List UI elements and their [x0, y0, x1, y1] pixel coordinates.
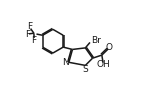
Text: Br: Br — [91, 36, 101, 45]
Text: F: F — [25, 30, 30, 39]
Text: O: O — [105, 43, 112, 52]
Text: F: F — [31, 36, 37, 45]
Text: N: N — [62, 58, 69, 67]
Text: S: S — [82, 65, 88, 74]
Text: F: F — [27, 22, 32, 31]
Text: OH: OH — [96, 60, 110, 69]
